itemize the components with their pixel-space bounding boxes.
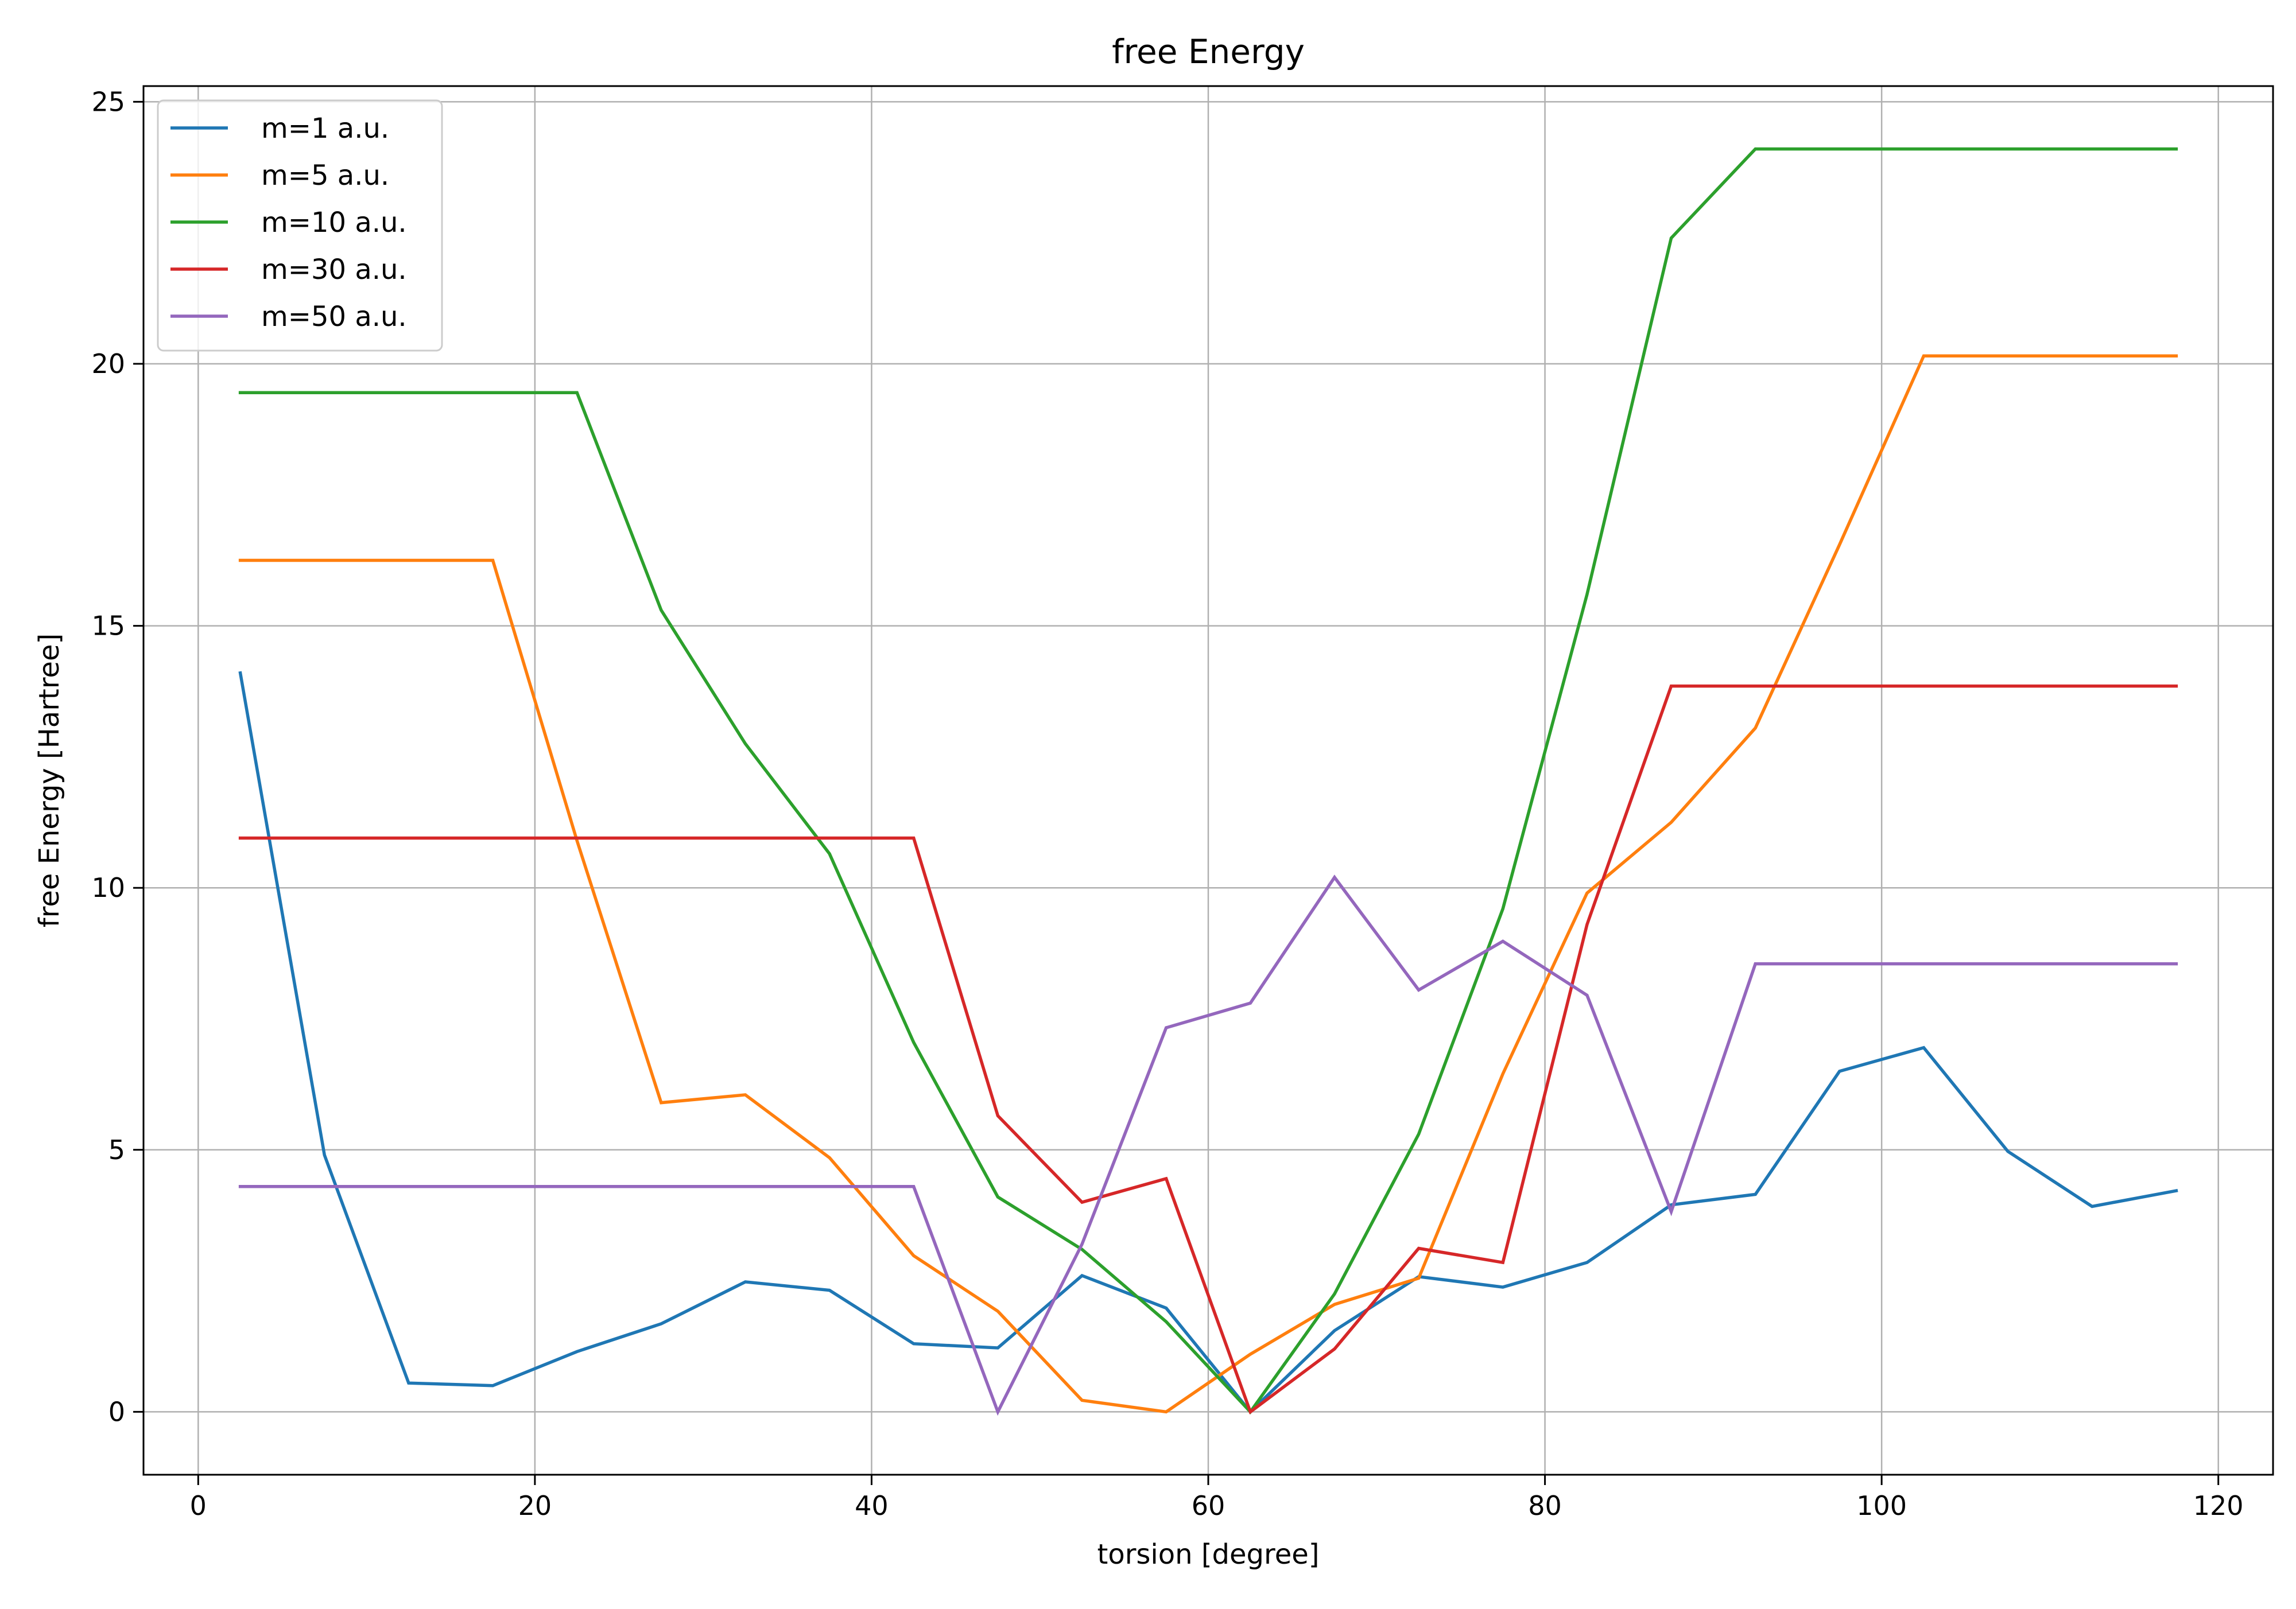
series-line-4 bbox=[238, 684, 2178, 1414]
x-tick-label: 20 bbox=[518, 1490, 552, 1521]
series-lines bbox=[238, 147, 2178, 1416]
series-line-1 bbox=[238, 671, 2178, 1414]
grid bbox=[144, 86, 2273, 1475]
legend-label: m=10 a.u. bbox=[261, 207, 407, 239]
y-axis-label: free Energy [Hartree] bbox=[33, 634, 65, 927]
x-axis-label: torsion [degree] bbox=[1097, 1538, 1320, 1571]
y-tick-label: 10 bbox=[91, 872, 125, 903]
y-tick-label: 20 bbox=[91, 348, 125, 379]
legend-label: m=5 a.u. bbox=[261, 160, 389, 192]
axis-ticks: 0 20 40 60 80 100 120 0 5 10 15 20 25 bbox=[91, 86, 2243, 1521]
series-line-5 bbox=[238, 875, 2178, 1416]
x-tick-label: 0 bbox=[190, 1490, 207, 1521]
legend-label: m=1 a.u. bbox=[261, 112, 389, 145]
y-tick-label: 15 bbox=[91, 611, 125, 642]
x-tick-label: 80 bbox=[1528, 1490, 1562, 1521]
y-tick-label: 0 bbox=[108, 1396, 125, 1427]
legend-box bbox=[157, 99, 443, 352]
legend: m=1 a.u. m=5 a.u. m=10 a.u. m=30 a.u. m=50 a… bbox=[157, 99, 443, 352]
x-tick-label: 100 bbox=[1856, 1490, 1907, 1521]
y-tick-label: 25 bbox=[91, 86, 125, 117]
y-tick-label: 5 bbox=[108, 1134, 125, 1165]
series-line-2 bbox=[238, 354, 2178, 1414]
x-tick-label: 40 bbox=[855, 1490, 889, 1521]
x-tick-label: 120 bbox=[2193, 1490, 2244, 1521]
legend-label: m=50 a.u. bbox=[261, 301, 407, 333]
chart-title: free Energy bbox=[1112, 32, 1305, 71]
series-line-3 bbox=[238, 147, 2178, 1414]
legend-label: m=30 a.u. bbox=[261, 254, 407, 286]
x-tick-label: 60 bbox=[1192, 1490, 1225, 1521]
